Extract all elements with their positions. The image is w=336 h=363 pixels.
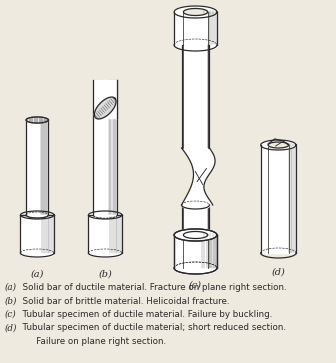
Polygon shape [93, 80, 117, 215]
Text: (a): (a) [31, 270, 44, 279]
Polygon shape [20, 215, 54, 253]
Polygon shape [181, 45, 209, 148]
Polygon shape [183, 232, 208, 238]
Polygon shape [94, 97, 116, 119]
Polygon shape [20, 211, 54, 219]
Polygon shape [261, 145, 296, 253]
Polygon shape [105, 80, 117, 118]
Polygon shape [268, 142, 289, 148]
Polygon shape [174, 229, 217, 241]
Polygon shape [88, 211, 122, 219]
Text: (c): (c) [5, 310, 16, 319]
Text: Failure on plane right section.: Failure on plane right section. [17, 337, 166, 346]
Polygon shape [174, 12, 217, 45]
Polygon shape [174, 6, 217, 18]
Text: (d): (d) [271, 268, 285, 277]
Polygon shape [174, 229, 217, 241]
Polygon shape [26, 120, 48, 215]
Polygon shape [26, 117, 48, 123]
Text: (c): (c) [189, 281, 202, 290]
Polygon shape [261, 140, 296, 150]
Text: Solid bar of brittle material. Helicoidal fracture.: Solid bar of brittle material. Helicoida… [17, 297, 229, 306]
Text: Tubular specimen of ductile material; short reduced section.: Tubular specimen of ductile material; sh… [17, 323, 286, 333]
Polygon shape [181, 205, 209, 235]
Text: Solid bar of ductile material. Fracture on plane right section.: Solid bar of ductile material. Fracture … [17, 283, 286, 292]
Text: (d): (d) [5, 323, 17, 333]
Text: (b): (b) [98, 270, 112, 279]
Text: (a): (a) [5, 283, 17, 292]
Text: Tubular specimen of ductile material. Failure by buckling.: Tubular specimen of ductile material. Fa… [17, 310, 272, 319]
Polygon shape [174, 235, 217, 268]
Text: (b): (b) [5, 297, 17, 306]
Polygon shape [88, 215, 122, 253]
Polygon shape [26, 117, 48, 123]
Polygon shape [183, 8, 208, 16]
Polygon shape [181, 148, 215, 205]
